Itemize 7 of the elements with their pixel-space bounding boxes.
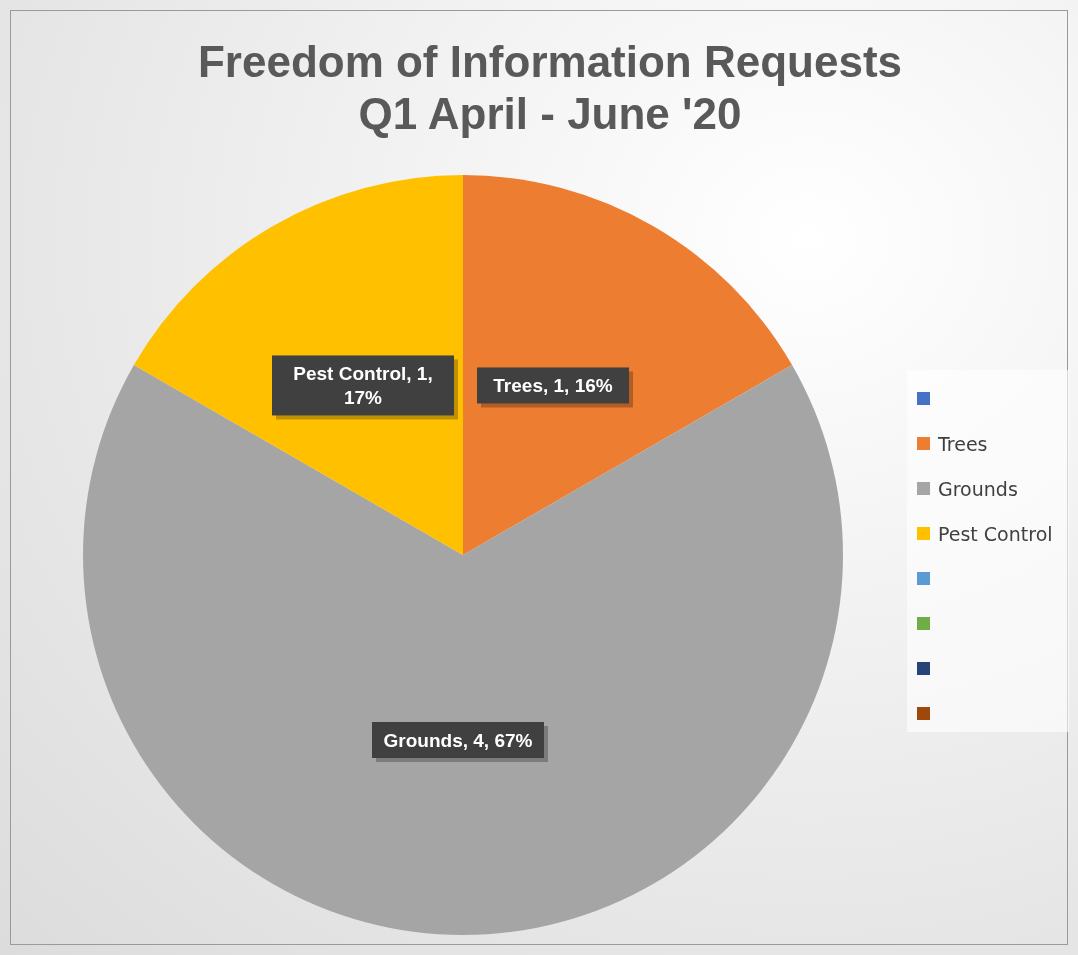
data-label: Pest Control, 1, 17% (293, 363, 433, 409)
data-label: Grounds, 4, 67% (383, 730, 533, 751)
legend-label: Trees (938, 432, 988, 455)
chart-title: Freedom of Information Requests Q1 April - June '20 (196, 36, 904, 140)
legend-label: Grounds (938, 477, 1018, 500)
data-label: Trees, 1, 16% (493, 375, 613, 397)
legend-label: Pest Control (938, 522, 1053, 545)
